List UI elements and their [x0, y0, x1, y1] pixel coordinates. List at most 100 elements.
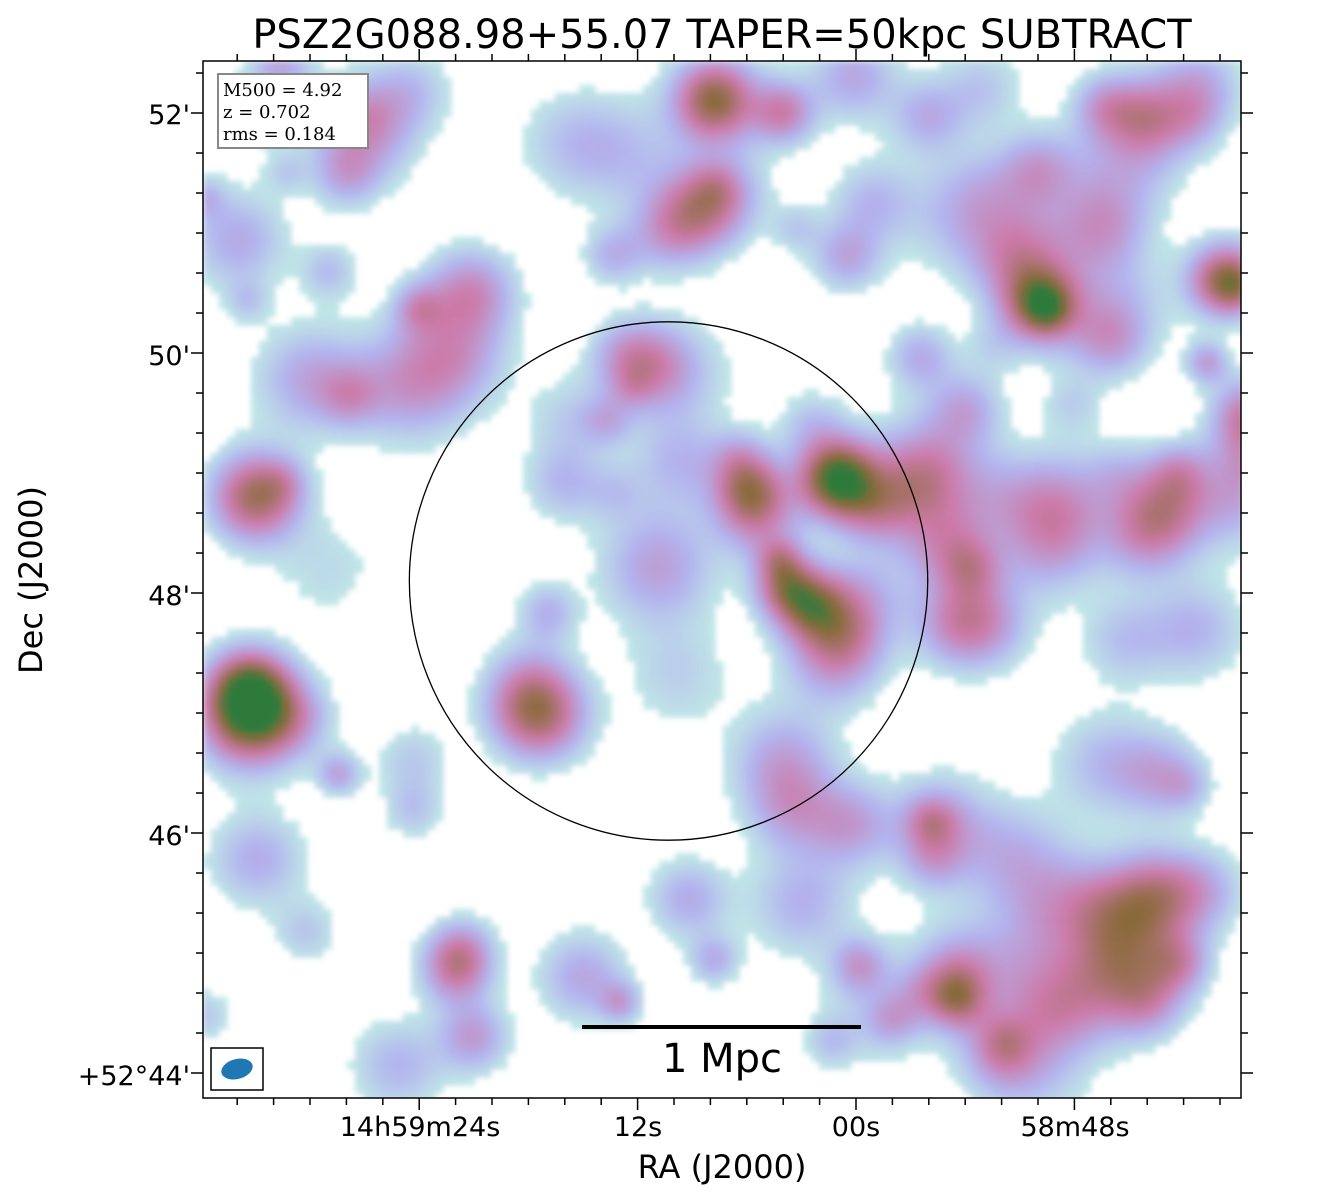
heatmap-cell: [979, 181, 988, 190]
heatmap-cell: [707, 405, 716, 414]
heatmap-cell: [611, 261, 620, 270]
heatmap-cell: [979, 125, 988, 134]
heatmap-cell: [691, 469, 700, 478]
heatmap-cell: [627, 189, 636, 198]
heatmap-cell: [1051, 221, 1060, 230]
heatmap-cell: [475, 277, 484, 286]
heatmap-cell: [1075, 261, 1084, 270]
heatmap-cell: [603, 405, 612, 414]
heatmap-cell: [1083, 213, 1092, 222]
heatmap-cell: [779, 437, 788, 446]
heatmap-cell: [1091, 253, 1100, 262]
heatmap-cell: [1083, 157, 1092, 166]
heatmap-cell: [659, 421, 668, 430]
heatmap-cell: [979, 229, 988, 238]
heatmap-cell: [531, 141, 540, 150]
heatmap-cell: [763, 85, 772, 94]
heatmap-cell: [875, 69, 884, 78]
heatmap-cell: [331, 189, 340, 198]
heatmap-cell: [771, 141, 780, 150]
heatmap-cell: [467, 341, 476, 350]
heatmap-cell: [1059, 109, 1068, 118]
heatmap-cell: [987, 365, 996, 374]
heatmap-cell: [1163, 237, 1172, 246]
heatmap-cell: [1139, 229, 1148, 238]
heatmap-cell: [659, 413, 668, 422]
heatmap-cell: [971, 421, 980, 430]
heatmap-cell: [483, 253, 492, 262]
heatmap-cell: [1075, 229, 1084, 238]
heatmap-cell: [603, 245, 612, 254]
heatmap-cell: [1155, 85, 1164, 94]
heatmap-cell: [1219, 461, 1228, 470]
heatmap-cell: [603, 181, 612, 190]
heatmap-cell: [779, 133, 788, 142]
heatmap-cell: [1227, 461, 1236, 470]
heatmap-cell: [219, 189, 228, 198]
heatmap-cell: [459, 413, 468, 422]
heatmap-cell: [1059, 213, 1068, 222]
heatmap-cell: [1227, 93, 1236, 102]
heatmap-cell: [507, 381, 516, 390]
heatmap-cell: [395, 325, 404, 334]
heatmap-cell: [811, 69, 820, 78]
heatmap-cell: [371, 357, 380, 366]
heatmap-cell: [435, 85, 444, 94]
heatmap-cell: [219, 453, 228, 462]
heatmap-cell: [283, 389, 292, 398]
heatmap-cell: [403, 333, 412, 342]
heatmap-cell: [995, 117, 1004, 126]
heatmap-cell: [899, 245, 908, 254]
heatmap-cell: [1123, 165, 1132, 174]
heatmap-cell: [427, 397, 436, 406]
heatmap-cell: [1203, 309, 1212, 318]
heatmap-cell: [387, 117, 396, 126]
heatmap-cell: [659, 117, 668, 126]
heatmap-cell: [1035, 197, 1044, 206]
heatmap-cell: [1131, 173, 1140, 182]
heatmap-cell: [627, 325, 636, 334]
heatmap-cell: [259, 469, 268, 478]
heatmap-cell: [635, 197, 644, 206]
heatmap-cell: [483, 293, 492, 302]
heatmap-cell: [875, 197, 884, 206]
heatmap-cell: [563, 189, 572, 198]
heatmap-cell: [1147, 469, 1156, 478]
heatmap-cell: [939, 357, 948, 366]
heatmap-cell: [899, 69, 908, 78]
heatmap-cell: [683, 101, 692, 110]
heatmap-cell: [651, 341, 660, 350]
heatmap-cell: [675, 221, 684, 230]
heatmap-cell: [667, 157, 676, 166]
heatmap-cell: [467, 349, 476, 358]
heatmap-cell: [635, 349, 644, 358]
heatmap-cell: [635, 229, 644, 238]
heatmap-cell: [275, 397, 284, 406]
heatmap-cell: [891, 381, 900, 390]
heatmap-cell: [819, 437, 828, 446]
heatmap-cell: [987, 221, 996, 230]
heatmap-cell: [1019, 245, 1028, 254]
heatmap-cell: [291, 437, 300, 446]
heatmap-cell: [395, 77, 404, 86]
heatmap-cell: [579, 197, 588, 206]
heatmap-cell: [667, 229, 676, 238]
heatmap-cell: [1083, 285, 1092, 294]
heatmap-cell: [227, 445, 236, 454]
heatmap-cell: [939, 469, 948, 478]
heatmap-cell: [331, 253, 340, 262]
heatmap-cell: [427, 69, 436, 78]
heatmap-cell: [579, 133, 588, 142]
heatmap-cell: [323, 389, 332, 398]
heatmap-cell: [819, 229, 828, 238]
heatmap-cell: [699, 181, 708, 190]
heatmap-cell: [1011, 277, 1020, 286]
heatmap-cell: [307, 357, 316, 366]
heatmap-cell: [971, 269, 980, 278]
heatmap-cell: [1123, 237, 1132, 246]
heatmap-cell: [835, 109, 844, 118]
heatmap-cell: [515, 293, 524, 302]
heatmap-cell: [219, 269, 228, 278]
heatmap-cell: [699, 253, 708, 262]
heatmap-cell: [539, 421, 548, 430]
